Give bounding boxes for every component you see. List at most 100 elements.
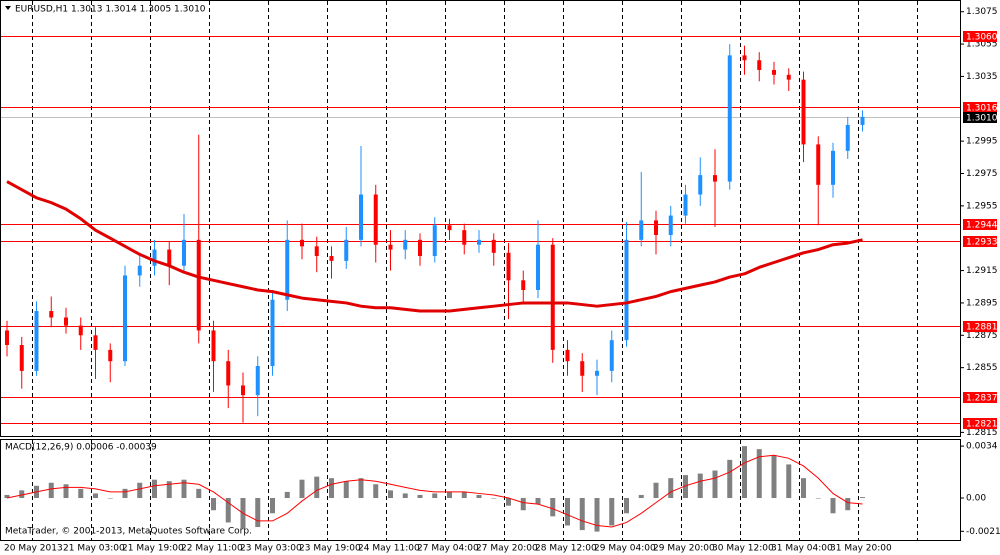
macd-title: MACD(12,26,9) 0.00006 -0.00039 (5, 443, 157, 453)
macd-bar (343, 481, 349, 499)
candle-body (816, 144, 821, 185)
macd-bar (742, 446, 747, 499)
candle-body (5, 330, 9, 346)
candle-body (860, 116, 865, 125)
candle-body (285, 239, 290, 300)
macd-bar (786, 464, 792, 499)
x-tick-label: 27 May 20:00 (476, 544, 538, 554)
macd-bar (299, 479, 305, 499)
candle-body (595, 370, 599, 376)
macd-bar (801, 478, 806, 499)
y-tick-label: 1.2855 (966, 363, 998, 373)
macd-bar (550, 498, 556, 517)
x-tick-label: 27 May 04:00 (417, 544, 479, 554)
y-tick-label: 1.2815 (966, 428, 998, 438)
candle-body (152, 249, 157, 266)
macd-bar (756, 449, 762, 499)
candle-body (182, 239, 186, 266)
vertical-grid (32, 1, 918, 540)
macd-signal (6, 454, 863, 528)
copyright: MetaTrader, © 2001-2013, MetaQuotes Soft… (5, 527, 252, 537)
macd-bar (860, 497, 865, 499)
macd-bar (284, 491, 290, 499)
macd-bar (211, 498, 216, 511)
x-tick-label: 20 May 2013 (4, 544, 63, 554)
candle-body (388, 244, 393, 250)
macd-bar (48, 482, 54, 499)
candle-body (373, 194, 378, 245)
y-tick-label: 1.2915 (966, 266, 998, 276)
price-level-label: 1.3016 (966, 104, 998, 114)
price-level-label: 1.2821 (966, 420, 998, 430)
x-tick-label: 21 May 03:00 (63, 544, 125, 554)
candle-body (418, 239, 422, 257)
x-tick-label: 30 May 12:00 (712, 544, 774, 554)
candle-body (329, 256, 334, 261)
candle-body (314, 246, 319, 257)
macd-bar (196, 488, 202, 499)
macd-bar (152, 479, 157, 499)
candle-body (300, 239, 304, 247)
macd-bar (506, 498, 511, 506)
macd-bar (225, 498, 231, 523)
macd-bar (358, 478, 364, 499)
price-level-tag (963, 31, 997, 42)
candle-body (432, 225, 437, 257)
macd-bar (314, 476, 320, 499)
macd-bar (520, 498, 526, 511)
x-tick-label: 22 May 11:00 (181, 544, 243, 554)
candle-body (196, 239, 201, 331)
price-level-label: 1.2837 (966, 394, 998, 404)
y-tick-label: 1.3055 (966, 40, 998, 50)
price-level-tag (963, 236, 997, 247)
candle-body (344, 239, 349, 261)
x-tick-label: 31 May 20:00 (830, 544, 892, 554)
macd-bar (447, 491, 452, 499)
price-level-tag (963, 392, 997, 403)
x-tick-label: 23 May 19:00 (299, 544, 361, 554)
macd-bar (624, 498, 629, 514)
price-level-label: 1.3060 (966, 33, 998, 43)
y-tick-label: 1.2995 (966, 137, 998, 147)
macd-bar (19, 490, 25, 499)
x-tick-label: 24 May 11:00 (358, 544, 420, 554)
price-level-label: 1.2933 (966, 238, 998, 248)
candle-body (123, 275, 127, 362)
candle-body (93, 335, 98, 350)
candle-body (64, 317, 68, 326)
macd-bar (122, 488, 128, 499)
y-tick-label: 1.3035 (966, 72, 998, 82)
price-level-label: 1.2881 (966, 323, 998, 333)
x-tick-label: 31 May 04:00 (771, 544, 833, 554)
candle-body (137, 265, 142, 276)
candle-body (757, 60, 762, 70)
y-tick-label: 1.2895 (966, 298, 998, 308)
macd-panel-frame (0, 439, 961, 541)
symbol-marker (5, 6, 11, 10)
price-level-tag (963, 321, 997, 332)
macd-bar (609, 498, 615, 526)
macd-bar (727, 459, 733, 499)
macd-bar (668, 478, 674, 499)
candle-body (359, 194, 363, 240)
candle-body (521, 280, 526, 290)
macd-bar (270, 498, 275, 514)
candle-body (34, 311, 39, 371)
candle-body (536, 244, 540, 290)
y-tick-label: 1.3075 (966, 7, 998, 17)
macd-bar (181, 479, 187, 499)
candle-body (226, 361, 231, 386)
macd-bar (417, 494, 423, 499)
candle-body (550, 244, 555, 350)
moving-average (6, 180, 863, 313)
x-tick-label: 21 May 19:00 (122, 544, 184, 554)
macd-bar (845, 498, 851, 511)
y-tick-label: -0.00218 (966, 527, 1000, 537)
candle-body (78, 325, 83, 336)
macd-bar (594, 498, 600, 532)
candle-body (845, 124, 850, 151)
candle-body (211, 330, 216, 362)
macd-bar (388, 490, 393, 499)
